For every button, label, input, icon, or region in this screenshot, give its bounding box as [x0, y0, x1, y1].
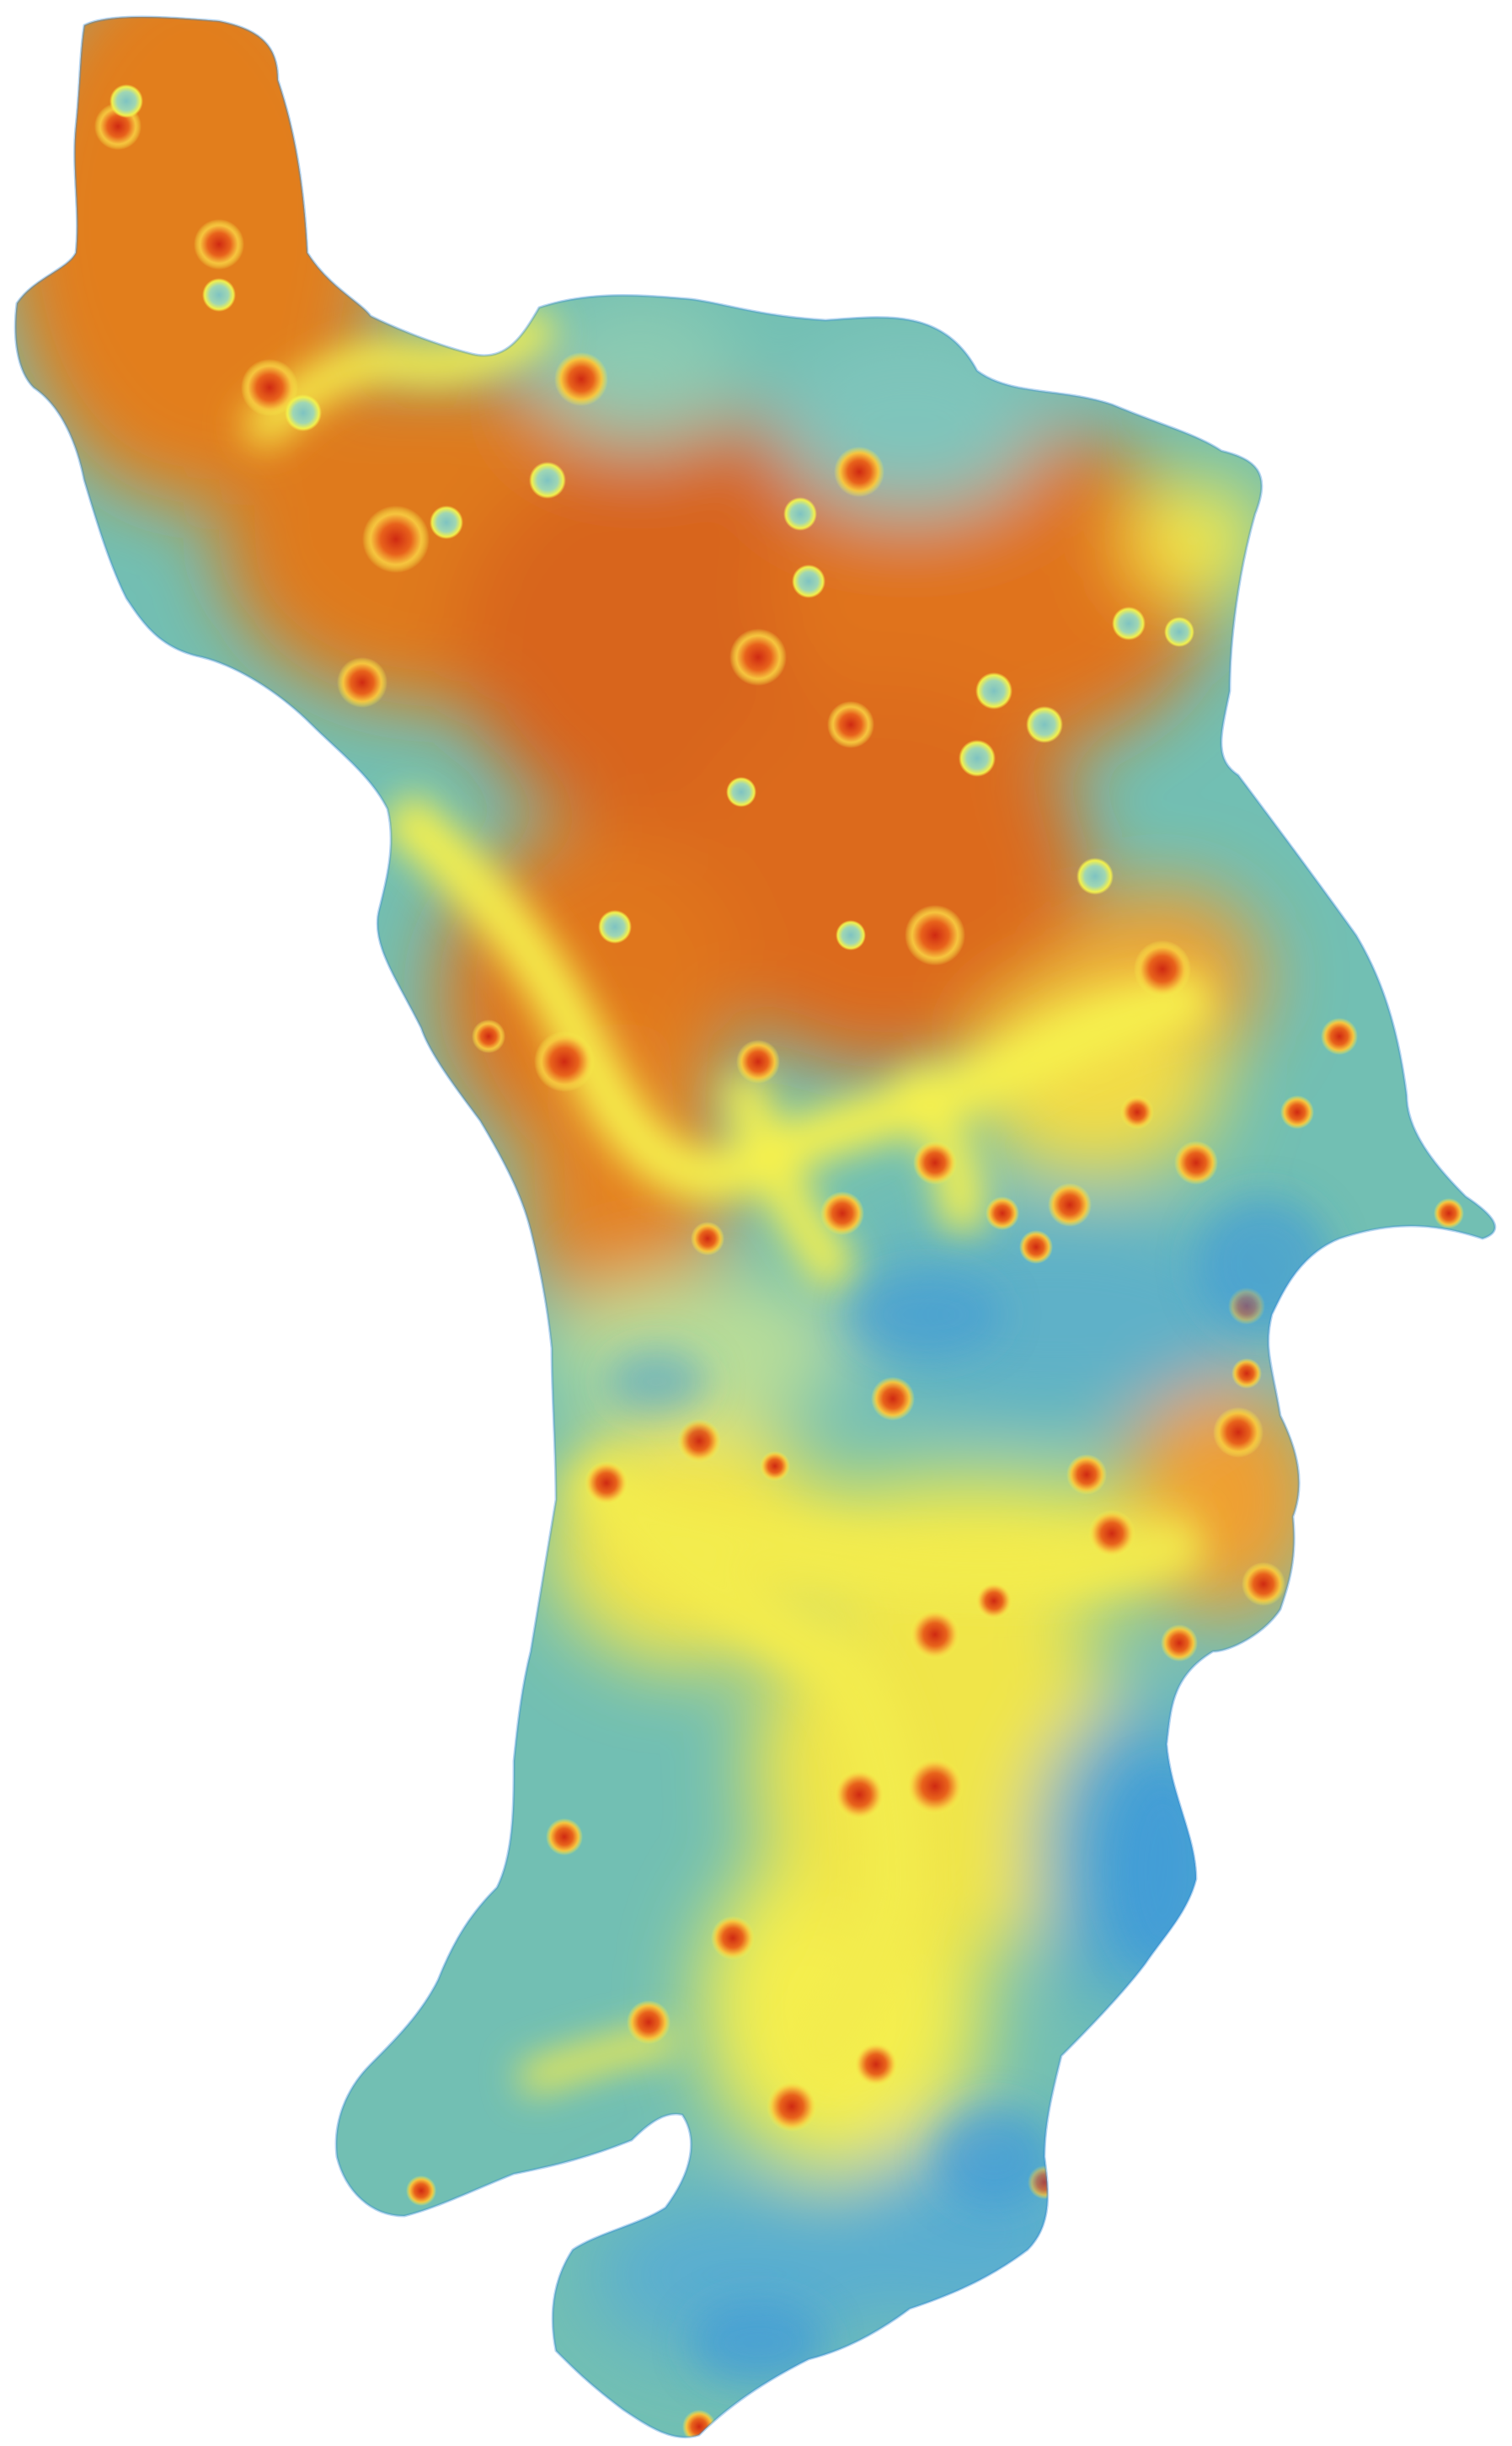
sample-point-lowspots	[110, 84, 1194, 950]
